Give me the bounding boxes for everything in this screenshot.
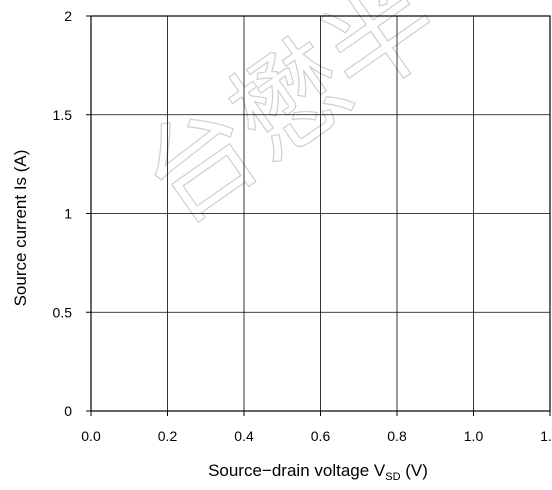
y-tick-label-1: 0.5 [53,304,73,320]
x-tick-label-6: 1.2 [540,428,552,444]
plot-area-border [90,15,551,412]
x-axis-label: Source−drain voltage VSD (V) [208,461,428,483]
watermark: 台懋半 [118,0,463,248]
x-tick-label-4: 0.8 [387,428,407,444]
x-axis-label-sub: SD [385,471,400,483]
x-tick-label-0: 0.0 [81,428,101,444]
x-tick-label-1: 0.2 [158,428,178,444]
plot-frame [90,15,551,412]
y-tick-label-0: 0 [64,403,72,419]
y-tick-label-4: 2 [64,8,72,24]
x-tick-label-2: 0.4 [234,428,254,444]
x-axis-label-unit: (V) [401,461,428,480]
y-tick-label-2: 1 [64,206,72,222]
x-tick-labels: 0.0 0.2 0.4 0.6 0.8 1.0 1.2 [81,428,552,444]
watermark-text: 台懋半 [119,0,463,248]
y-axis-label: Source current Is (A) [11,150,30,307]
x-tick-label-5: 1.0 [464,428,484,444]
x-tick-label-3: 0.6 [311,428,331,444]
y-tick-label-3: 1.5 [53,107,73,123]
y-tick-labels: 0 0.5 1 1.5 2 [53,8,73,419]
x-axis-label-main: Source−drain voltage V [208,461,386,480]
